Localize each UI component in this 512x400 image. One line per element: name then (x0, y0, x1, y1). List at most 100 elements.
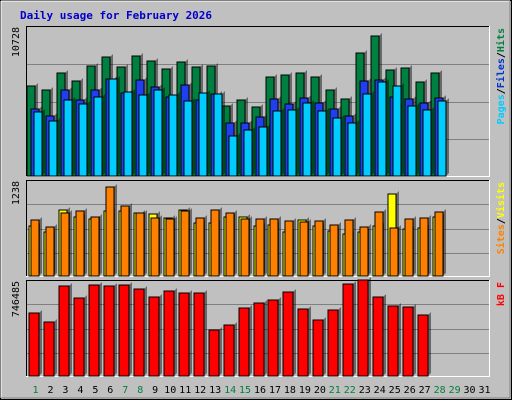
day-label: 14 (224, 385, 236, 396)
bar (148, 296, 160, 377)
bar (284, 220, 294, 277)
legend-entry: F (496, 282, 507, 288)
legend: Sites/Visits (495, 182, 507, 254)
bar (314, 220, 324, 277)
bar (123, 91, 133, 177)
bar (267, 299, 279, 377)
bar (33, 111, 43, 177)
bar (374, 211, 384, 277)
legend-entry: Hits (495, 28, 507, 52)
bar (78, 103, 88, 177)
bar (253, 302, 265, 377)
bar (240, 218, 250, 277)
bar (225, 212, 235, 277)
bar (255, 218, 265, 277)
bar (392, 85, 402, 177)
panel-kbytes: 746485 kB F (11, 277, 507, 377)
bar (28, 312, 40, 377)
bar (48, 120, 58, 177)
chart-title: Daily usage for February 2026 (20, 9, 212, 22)
day-label: 11 (179, 385, 191, 396)
bar (153, 89, 163, 177)
bar (422, 109, 432, 177)
day-label: 29 (449, 385, 461, 396)
day-label: 16 (254, 385, 266, 396)
bar (88, 284, 100, 377)
day-label: 13 (209, 385, 221, 396)
bar (150, 217, 160, 277)
bar (180, 210, 190, 277)
bar (359, 226, 369, 277)
day-label: 30 (463, 385, 475, 396)
day-label: 10 (164, 385, 176, 396)
bar (269, 218, 279, 277)
bar (168, 94, 178, 177)
day-label: 23 (359, 385, 371, 396)
bar (372, 296, 384, 377)
bar (407, 105, 417, 177)
bar (317, 110, 327, 177)
bar (193, 292, 205, 377)
bar (45, 226, 55, 277)
bar (195, 217, 205, 277)
day-label: 6 (107, 385, 113, 396)
bar (344, 219, 354, 277)
series-sites (30, 184, 446, 277)
bar (213, 93, 223, 177)
day-label: 15 (239, 385, 251, 396)
bar (138, 94, 148, 177)
series-kb-f (28, 277, 431, 377)
bar (238, 307, 250, 377)
panel-visits_sites: 1238 Sites/Visits (11, 180, 507, 277)
bar (342, 283, 354, 377)
bar (75, 210, 85, 277)
bar (302, 102, 312, 177)
bar (329, 224, 339, 277)
legend-entry: kB (496, 288, 507, 306)
bar (272, 110, 282, 177)
day-label: 22 (344, 385, 356, 396)
day-label: 1 (32, 385, 38, 396)
bar (297, 308, 309, 377)
bar (332, 117, 342, 177)
ymax-label: 10728 (11, 27, 22, 57)
day-label: 3 (62, 385, 68, 396)
legend-entry: Pages (496, 94, 507, 124)
bar (210, 209, 220, 277)
bar (258, 126, 268, 177)
day-label: 27 (419, 385, 431, 396)
bar (404, 218, 414, 277)
day-axis: 1 2 3 4 5 6 7 8 9 10 11 12 13 14 15 16 17 18 19 20 21 22 23 24 2… (32, 385, 490, 396)
bar (362, 93, 372, 177)
bar (198, 92, 208, 177)
bar (63, 99, 73, 177)
bar (243, 129, 253, 177)
bar (183, 100, 193, 177)
day-label: 5 (92, 385, 98, 396)
bar (282, 291, 294, 377)
bar (30, 219, 40, 277)
day-label: 28 (434, 385, 446, 396)
series-pages (33, 76, 449, 177)
ymax-label: 746485 (11, 281, 22, 317)
legend: kB F (496, 282, 507, 306)
bar (417, 314, 429, 377)
day-label: 20 (314, 385, 326, 396)
bar (377, 81, 387, 177)
chart-panels: 10728Pages/Files/Hits1238Sites/Visits746… (11, 26, 507, 377)
bar (163, 290, 175, 377)
legend-entry: Files (495, 58, 507, 88)
bar (105, 186, 115, 277)
day-label: 7 (122, 385, 128, 396)
bar (118, 284, 130, 377)
bar (437, 100, 447, 177)
bar (60, 212, 70, 277)
day-label: 26 (404, 385, 416, 396)
ymax-label: 1238 (11, 181, 22, 205)
bar (327, 309, 339, 377)
day-label: 4 (77, 385, 83, 396)
bar (133, 288, 145, 377)
bar (223, 324, 235, 377)
bar (287, 109, 297, 177)
